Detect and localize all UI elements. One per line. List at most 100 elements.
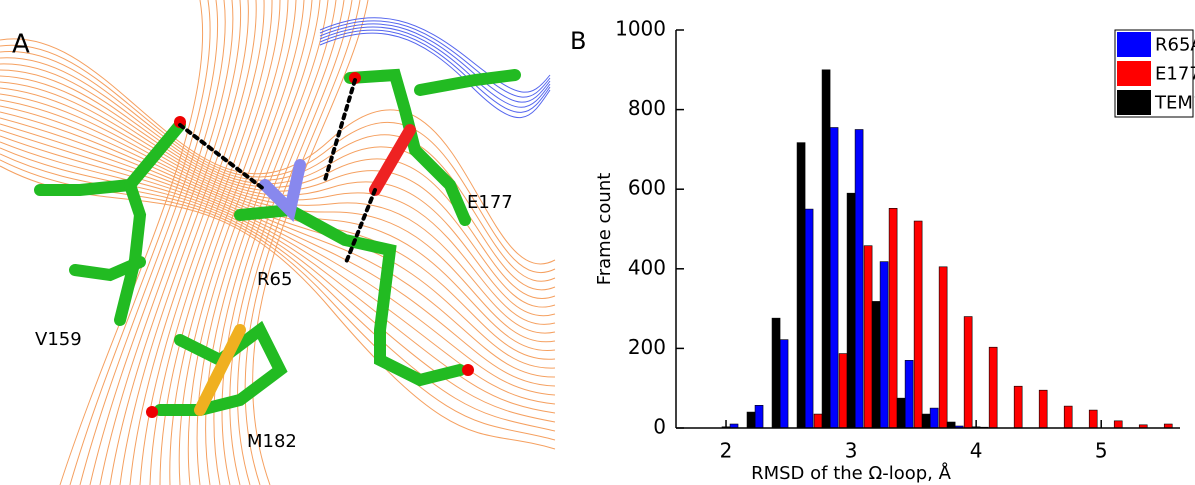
ribbon-line xyxy=(0,129,556,396)
legend-swatch xyxy=(1117,61,1151,86)
residue-label: E177 xyxy=(467,192,513,213)
ribbon-line xyxy=(0,69,556,308)
bar xyxy=(746,411,756,429)
ribbon-line xyxy=(319,29,551,113)
bar xyxy=(1088,409,1098,429)
ribbon-line xyxy=(244,0,361,485)
h-bond xyxy=(178,123,267,192)
ribbon-line xyxy=(319,26,551,108)
bar xyxy=(963,316,973,429)
bar xyxy=(913,220,923,429)
residue-stick xyxy=(414,69,521,96)
residue-stick xyxy=(259,159,306,222)
residue-stick xyxy=(369,124,416,196)
bar xyxy=(871,301,881,429)
ribbon-line xyxy=(0,123,556,387)
bar xyxy=(1013,385,1023,429)
bar xyxy=(804,208,814,429)
bar xyxy=(1038,389,1048,429)
panel-label: B xyxy=(570,27,586,55)
bar xyxy=(896,397,906,429)
residue-stick xyxy=(234,203,466,387)
ribbon-line xyxy=(0,99,556,351)
bar xyxy=(921,413,931,429)
ribbon-line xyxy=(89,0,226,485)
x-tick-label: 4 xyxy=(970,439,983,463)
residue-stick xyxy=(69,256,146,282)
bar xyxy=(1113,420,1123,429)
ribbon-line xyxy=(0,117,556,378)
y-tick-label: 400 xyxy=(628,255,666,279)
bar xyxy=(988,346,998,429)
legend-label: E177A xyxy=(1155,64,1195,85)
ribbon-line xyxy=(99,0,234,485)
ribbon-line xyxy=(79,0,219,485)
ribbon-line xyxy=(319,17,551,93)
residue-label: R65 xyxy=(257,269,292,290)
bar xyxy=(796,142,806,429)
bar xyxy=(821,69,831,429)
bar xyxy=(854,129,864,429)
ribbon-line xyxy=(0,51,556,282)
x-axis-label: RMSD of the Ω-loop, Å xyxy=(751,462,952,484)
bar xyxy=(888,208,898,429)
ribbon-line xyxy=(0,87,556,334)
residue-stick xyxy=(124,119,186,191)
x-tick-label: 3 xyxy=(845,439,858,463)
ribbon-line xyxy=(0,81,556,325)
bar xyxy=(879,261,889,429)
ribbon-line xyxy=(69,0,211,485)
bar xyxy=(904,360,914,429)
ribbon-line xyxy=(0,63,556,299)
ribbon-line xyxy=(129,0,257,485)
y-tick-label: 800 xyxy=(628,96,666,120)
bar xyxy=(838,353,848,429)
ribbon-line xyxy=(0,141,556,414)
legend-label: TEM1 xyxy=(1154,93,1195,114)
bar xyxy=(829,127,839,429)
h-bond xyxy=(343,188,377,267)
bar xyxy=(863,245,873,429)
atom xyxy=(462,364,474,376)
x-tick-label: 2 xyxy=(720,439,733,463)
residue-label: V159 xyxy=(35,329,82,350)
bar xyxy=(771,317,781,429)
residue-stick xyxy=(194,324,246,416)
y-tick-label: 1000 xyxy=(615,17,666,41)
legend-swatch xyxy=(1117,32,1151,57)
y-tick-label: 0 xyxy=(653,415,666,439)
bar xyxy=(779,339,789,429)
ribbon-line xyxy=(0,44,556,273)
residue-stick xyxy=(34,178,147,326)
histogram-panel: B Frame count RMSD of the Ω-loop, Å 0 200… xyxy=(570,17,1195,485)
atom xyxy=(146,406,158,418)
ribbon-line xyxy=(0,165,556,450)
ribbon-line xyxy=(0,135,556,405)
bar xyxy=(938,266,948,429)
ribbon-line xyxy=(252,0,369,485)
bar xyxy=(813,413,823,429)
ribbon-line xyxy=(237,0,353,485)
bar xyxy=(754,405,764,429)
ribbon-line xyxy=(119,0,249,485)
h-bond xyxy=(323,78,357,182)
y-tick-label: 600 xyxy=(628,176,666,200)
ribbon-line xyxy=(59,0,204,485)
ribbon-line xyxy=(0,57,556,291)
bar xyxy=(1063,405,1073,429)
bar xyxy=(846,192,856,429)
legend-swatch xyxy=(1117,90,1151,115)
bar xyxy=(946,421,956,429)
ribbon-line xyxy=(109,0,242,485)
ribbon-line xyxy=(319,20,551,98)
ribbon-line xyxy=(0,75,556,317)
residue-label: M182 xyxy=(247,431,297,452)
x-tick-label: 5 xyxy=(1095,439,1108,463)
ribbon-line xyxy=(0,38,556,265)
bar xyxy=(929,407,939,429)
y-axis-label: Frame count xyxy=(594,173,615,286)
ribbon-line xyxy=(319,23,551,103)
legend-label: R65A xyxy=(1155,35,1195,56)
y-tick-label: 200 xyxy=(628,335,666,359)
